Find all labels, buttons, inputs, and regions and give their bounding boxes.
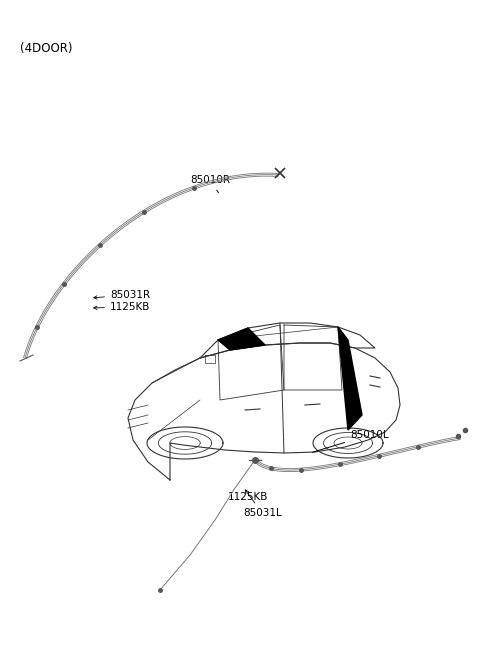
- Text: 1125KB: 1125KB: [94, 302, 150, 312]
- Text: 85031L: 85031L: [243, 490, 282, 518]
- Text: 85010R: 85010R: [190, 175, 230, 193]
- Text: (4DOOR): (4DOOR): [20, 42, 72, 55]
- Text: 1125KB: 1125KB: [228, 492, 268, 502]
- Polygon shape: [218, 328, 265, 350]
- Polygon shape: [338, 327, 362, 430]
- Text: 85010L: 85010L: [312, 430, 389, 452]
- Text: 85031R: 85031R: [94, 290, 150, 300]
